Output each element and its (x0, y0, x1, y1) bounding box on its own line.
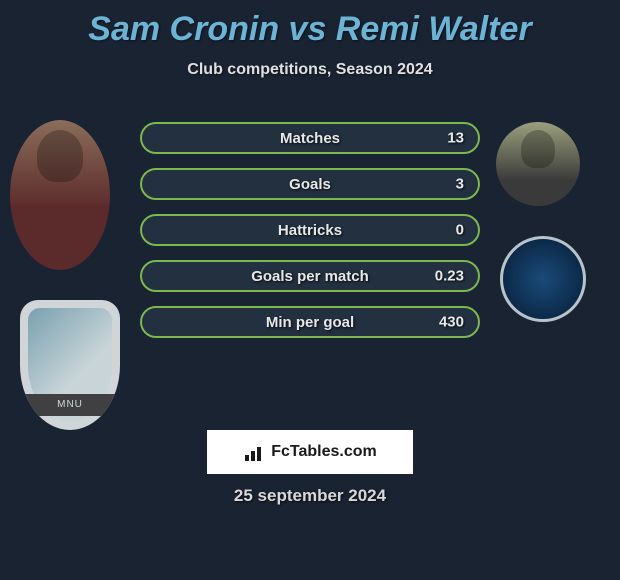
stat-row-hattricks: Hattricks 0 (140, 214, 480, 246)
stat-value: 13 (447, 130, 464, 147)
subtitle: Club competitions, Season 2024 (0, 61, 620, 79)
stat-label: Matches (280, 130, 340, 147)
stats-panel: Matches 13 Goals 3 Hattricks 0 Goals per… (140, 122, 480, 352)
watermark: FcTables.com (207, 430, 413, 474)
date-label: 25 september 2024 (0, 486, 620, 506)
person-silhouette-icon (37, 130, 83, 182)
stat-value: 430 (439, 314, 464, 331)
stat-label: Min per goal (266, 314, 354, 331)
right-club-badge (500, 236, 586, 322)
watermark-text: FcTables.com (271, 443, 377, 461)
left-club-badge: MNU (20, 300, 120, 430)
left-club-tag: MNU (20, 394, 120, 416)
stat-label: Goals (289, 176, 331, 193)
stat-value: 0.23 (435, 268, 464, 285)
stat-value: 0 (456, 222, 464, 239)
bar-chart-icon (243, 443, 265, 461)
person-silhouette-icon (521, 130, 555, 168)
stat-row-goals-per-match: Goals per match 0.23 (140, 260, 480, 292)
stat-label: Hattricks (278, 222, 342, 239)
page-title: Sam Cronin vs Remi Walter (0, 0, 620, 49)
stat-row-goals: Goals 3 (140, 168, 480, 200)
stat-label: Goals per match (251, 268, 369, 285)
stat-row-min-per-goal: Min per goal 430 (140, 306, 480, 338)
stat-value: 3 (456, 176, 464, 193)
stat-row-matches: Matches 13 (140, 122, 480, 154)
left-player-avatar (10, 120, 110, 270)
right-player-avatar (496, 122, 580, 206)
